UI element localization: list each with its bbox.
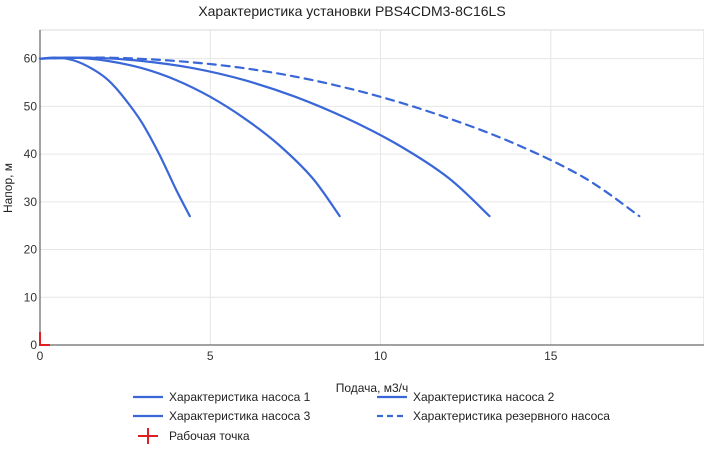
legend-item-pump-3[interactable]: Характеристика насоса 3 [133, 408, 310, 424]
legend-swatch-dashed-icon [377, 414, 407, 418]
legend-swatch-cross-icon [138, 428, 158, 444]
x-tick-label: 5 [207, 349, 214, 363]
series-line-2 [38, 56, 341, 218]
grid [39, 29, 704, 346]
legend-label: Характеристика насоса 1 [169, 390, 311, 404]
legend-label: Характеристика резервного насоса [413, 409, 610, 423]
series-line-1 [38, 56, 191, 218]
legend-label: Рабочая точка [169, 429, 250, 443]
legend-item-pump-1[interactable]: Характеристика насоса 1 [133, 389, 310, 405]
series-line-4 [38, 56, 641, 218]
series-line-3 [38, 56, 491, 218]
y-tick-label: 40 [24, 147, 38, 161]
legend-swatch-solid-icon [133, 414, 163, 418]
legend-item-reserve-pump[interactable]: Характеристика резервного насоса [377, 408, 610, 424]
legend-swatch-solid-icon [377, 395, 407, 399]
x-tick-label: 0 [37, 349, 44, 363]
legend-item-pump-2[interactable]: Характеристика насоса 2 [377, 389, 554, 405]
operating-point-layer [39, 332, 50, 346]
x-tick-label: 10 [374, 349, 388, 363]
axes: 0 10 20 30 40 50 60 0 5 10 15 [24, 30, 704, 363]
legend-item-operating-point[interactable]: Рабочая точка [133, 428, 250, 444]
y-tick-label: 30 [24, 195, 38, 209]
series-lines [38, 56, 641, 218]
x-axis-title: Подача, м3/ч [336, 381, 409, 395]
legend-label: Характеристика насоса 3 [169, 409, 311, 423]
y-axis-title: Напор, м [1, 163, 15, 213]
y-tick-label: 0 [30, 338, 37, 352]
chart-title: Характеристика установки PBS4CDM3-8C16LS [198, 3, 506, 19]
y-tick-label: 20 [24, 243, 38, 257]
legend-label: Характеристика насоса 2 [413, 390, 555, 404]
y-tick-label: 10 [24, 290, 38, 304]
legend-swatch-solid-icon [133, 395, 163, 399]
y-tick-label: 50 [24, 99, 38, 113]
x-tick-label: 15 [544, 349, 558, 363]
y-tick-label: 60 [24, 52, 38, 66]
